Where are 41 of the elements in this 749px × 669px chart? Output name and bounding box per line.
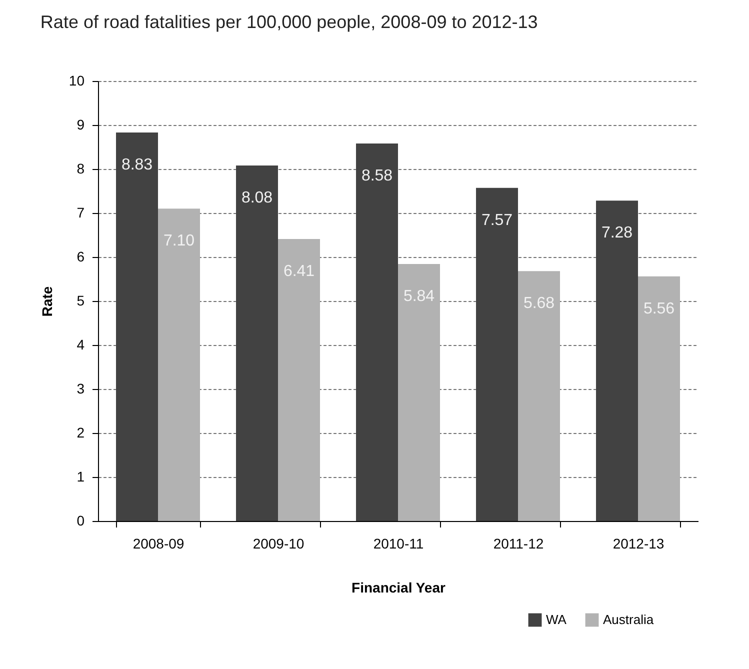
- x-axis-title: Financial Year: [352, 580, 446, 596]
- y-tick-label: 8: [76, 160, 85, 176]
- y-tick-label: 4: [76, 336, 85, 352]
- data-label: 7.28: [601, 224, 633, 242]
- bar: [476, 188, 518, 521]
- bar: [518, 271, 560, 521]
- y-tick-label: 10: [68, 72, 85, 88]
- y-tick-label: 2: [76, 424, 85, 440]
- legend-label: WA: [546, 612, 567, 627]
- data-label: 8.83: [121, 156, 153, 174]
- x-tick-label: 2008-09: [132, 536, 184, 552]
- x-tick-label: 2011-12: [493, 536, 544, 552]
- y-axis-title: Rate: [38, 286, 55, 317]
- y-tick-label: 1: [76, 468, 85, 484]
- bar: [278, 238, 320, 521]
- data-label: 7.57: [481, 212, 513, 229]
- bar: [116, 132, 158, 521]
- chart-title: Rate of road fatalities per 100,000 people, 2008-09 to 2012-13: [40, 12, 538, 32]
- y-tick-label: 6: [76, 248, 85, 264]
- y-tick-label: 0: [76, 512, 85, 528]
- bar: [596, 200, 638, 521]
- y-tick-label: 5: [76, 292, 85, 308]
- bar: [638, 276, 680, 521]
- x-tick-label: 2009-10: [252, 536, 304, 552]
- bar: [158, 208, 200, 521]
- data-label: 5.56: [643, 300, 675, 318]
- bar: [236, 165, 278, 521]
- data-label: 7.10: [163, 232, 195, 250]
- data-label: 5.84: [403, 288, 435, 306]
- x-tick-label: 2010-11: [373, 536, 424, 552]
- bar: [356, 143, 398, 521]
- y-tick-label: 7: [76, 204, 85, 220]
- y-tick-label: 3: [76, 380, 85, 396]
- data-label: 8.08: [241, 189, 273, 206]
- bar: [398, 264, 440, 521]
- y-tick-label: 9: [76, 116, 85, 132]
- x-tick-label: 2012-13: [612, 536, 664, 552]
- data-label: 8.58: [361, 167, 393, 184]
- data-label: 5.68: [523, 295, 555, 312]
- data-label: 6.41: [283, 262, 315, 280]
- legend-label: Australia: [603, 612, 654, 627]
